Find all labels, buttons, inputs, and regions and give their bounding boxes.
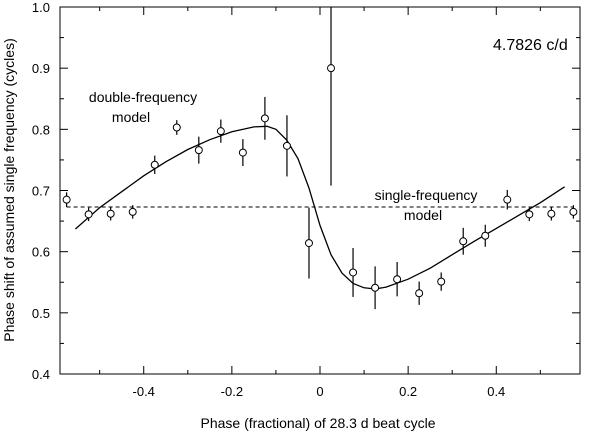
data-point — [282, 141, 291, 150]
x-tick-label: 0.2 — [399, 384, 417, 399]
y-tick-label: 0.6 — [32, 245, 50, 260]
data-point — [194, 146, 203, 155]
y-tick-label: 0.4 — [32, 367, 50, 382]
double-frequency-annotation-line1: double-frequency — [89, 89, 197, 105]
data-point — [172, 123, 181, 132]
data-point — [128, 207, 137, 216]
data-point — [481, 231, 490, 240]
data-point — [260, 114, 269, 123]
x-tick-label: -0.2 — [221, 384, 243, 399]
y-tick-label: 0.9 — [32, 61, 50, 76]
y-tick-label: 0.7 — [32, 184, 50, 199]
y-tick-label: 1.0 — [32, 0, 50, 15]
data-point — [150, 160, 159, 169]
single-frequency-annotation-line1: single-frequency — [375, 187, 478, 203]
data-point — [371, 283, 380, 292]
data-point — [525, 210, 534, 219]
data-point — [304, 239, 313, 248]
y-axis-label: Phase shift of assumed single frequency … — [1, 38, 17, 341]
ticks-layer: -0.4 -0.2 0 0.2 0.4 0.4 0.5 0.6 0.7 0.8 0.9 1.0 — [32, 0, 580, 399]
plot-frame — [59, 6, 581, 375]
data-point — [547, 209, 556, 218]
x-tick-label: 0.4 — [487, 384, 505, 399]
double-frequency-model-curve — [74, 125, 565, 290]
data-point — [459, 237, 468, 246]
data-point — [84, 210, 93, 219]
x-axis-label: Phase (fractional) of 28.3 d beat cycle — [200, 415, 435, 431]
single-frequency-annotation-line2: model — [404, 207, 442, 223]
y-tick-label: 0.8 — [32, 122, 50, 137]
data-point — [393, 275, 402, 284]
data-point — [415, 289, 424, 298]
y-tick-label: 0.5 — [32, 306, 50, 321]
data-point — [216, 127, 225, 136]
data-point — [503, 195, 512, 204]
data-point — [106, 209, 115, 218]
x-tick-label: -0.4 — [133, 384, 155, 399]
model-layer — [66, 125, 574, 290]
data-point — [327, 64, 336, 73]
data-point — [349, 268, 358, 277]
data-point — [62, 195, 71, 204]
frequency-label: 4.7826 c/d — [493, 37, 568, 54]
point-layer — [62, 64, 578, 298]
x-tick-label: 0 — [316, 384, 323, 399]
double-frequency-annotation-line2: model — [112, 109, 150, 125]
data-point — [569, 207, 578, 216]
data-point — [238, 148, 247, 157]
data-point — [437, 277, 446, 286]
